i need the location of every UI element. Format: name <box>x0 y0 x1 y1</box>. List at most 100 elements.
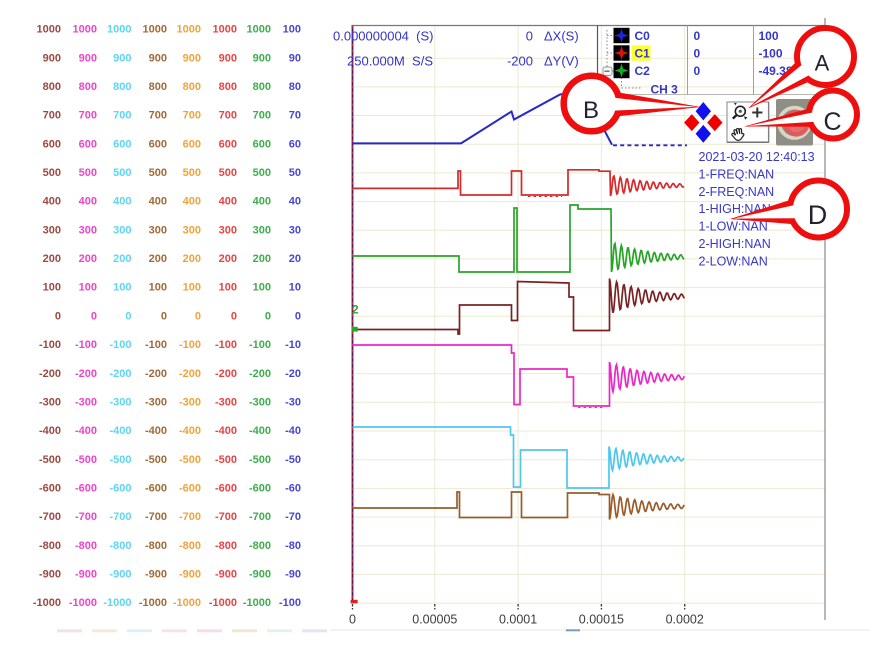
svg-text:1000: 1000 <box>247 24 271 36</box>
svg-text:700: 700 <box>219 110 237 122</box>
svg-text:-500: -500 <box>179 454 201 466</box>
svg-text:800: 800 <box>43 81 61 93</box>
svg-text:1-FREQ:NAN: 1-FREQ:NAN <box>699 167 775 181</box>
svg-text:-1000: -1000 <box>139 597 167 609</box>
svg-text:-600: -600 <box>215 483 237 495</box>
svg-text:60: 60 <box>289 138 301 150</box>
svg-text:20: 20 <box>289 253 301 265</box>
svg-text:900: 900 <box>79 52 97 64</box>
svg-text:400: 400 <box>219 196 237 208</box>
svg-text:1000: 1000 <box>177 24 201 36</box>
svg-text:-100: -100 <box>179 339 201 351</box>
svg-text:1000: 1000 <box>73 24 97 36</box>
svg-text:ΔX(S): ΔX(S) <box>544 29 579 44</box>
svg-text:-800: -800 <box>215 540 237 552</box>
svg-text:200: 200 <box>79 253 97 265</box>
svg-text:-100: -100 <box>75 339 97 351</box>
svg-text:800: 800 <box>219 81 237 93</box>
svg-text:600: 600 <box>113 138 131 150</box>
svg-text:-700: -700 <box>215 511 237 523</box>
svg-text:500: 500 <box>253 167 271 179</box>
svg-text:500: 500 <box>219 167 237 179</box>
svg-text:-500: -500 <box>249 454 271 466</box>
svg-text:700: 700 <box>113 110 131 122</box>
svg-text:-200: -200 <box>179 368 201 380</box>
svg-text:300: 300 <box>149 224 167 236</box>
svg-text:C1: C1 <box>635 46 651 60</box>
svg-text:-900: -900 <box>145 569 167 581</box>
svg-text:-900: -900 <box>179 569 201 581</box>
svg-text:200: 200 <box>43 253 61 265</box>
svg-text:500: 500 <box>113 167 131 179</box>
svg-text:-100: -100 <box>279 597 301 609</box>
svg-text:0.00015: 0.00015 <box>579 613 624 627</box>
svg-text:600: 600 <box>149 138 167 150</box>
svg-text:400: 400 <box>43 196 61 208</box>
svg-text:-900: -900 <box>39 569 61 581</box>
svg-text:-100: -100 <box>39 339 61 351</box>
svg-text:-200: -200 <box>507 54 533 69</box>
svg-text:300: 300 <box>79 224 97 236</box>
svg-text:30: 30 <box>289 224 301 236</box>
svg-text:100: 100 <box>759 29 779 43</box>
svg-text:-1000: -1000 <box>33 597 61 609</box>
svg-text:-800: -800 <box>179 540 201 552</box>
svg-text:-40: -40 <box>285 425 301 437</box>
svg-text:-400: -400 <box>109 425 131 437</box>
svg-text:800: 800 <box>253 81 271 93</box>
svg-text:0.0002: 0.0002 <box>666 613 704 627</box>
svg-text:700: 700 <box>253 110 271 122</box>
svg-text:300: 300 <box>219 224 237 236</box>
svg-text:-90: -90 <box>285 569 301 581</box>
svg-text:-200: -200 <box>109 368 131 380</box>
svg-text:-500: -500 <box>109 454 131 466</box>
svg-text:400: 400 <box>79 196 97 208</box>
svg-text:600: 600 <box>219 138 237 150</box>
svg-text:0: 0 <box>195 310 201 322</box>
svg-text:-700: -700 <box>75 511 97 523</box>
svg-text:-50: -50 <box>285 454 301 466</box>
svg-text:200: 200 <box>183 253 201 265</box>
svg-text:-400: -400 <box>75 425 97 437</box>
svg-text:2-FREQ:NAN: 2-FREQ:NAN <box>699 185 775 199</box>
svg-text:80: 80 <box>289 81 301 93</box>
svg-text:C: C <box>823 108 841 136</box>
svg-text:-200: -200 <box>249 368 271 380</box>
svg-text:-800: -800 <box>145 540 167 552</box>
svg-text:100: 100 <box>283 24 301 36</box>
svg-text:-900: -900 <box>215 569 237 581</box>
svg-text:-60: -60 <box>285 483 301 495</box>
svg-text:-800: -800 <box>249 540 271 552</box>
svg-text:500: 500 <box>43 167 61 179</box>
svg-text:-600: -600 <box>179 483 201 495</box>
svg-text:0: 0 <box>694 64 701 78</box>
svg-text:-300: -300 <box>179 396 201 408</box>
svg-text:-100: -100 <box>145 339 167 351</box>
svg-text:-800: -800 <box>75 540 97 552</box>
svg-text:300: 300 <box>253 224 271 236</box>
svg-text:700: 700 <box>43 110 61 122</box>
svg-text:100: 100 <box>43 282 61 294</box>
svg-text:-300: -300 <box>109 396 131 408</box>
svg-text:-600: -600 <box>109 483 131 495</box>
svg-text:-500: -500 <box>39 454 61 466</box>
svg-text:0: 0 <box>161 310 167 322</box>
svg-text:-700: -700 <box>179 511 201 523</box>
svg-text:-1000: -1000 <box>209 597 237 609</box>
svg-text:900: 900 <box>43 52 61 64</box>
svg-text:-900: -900 <box>249 569 271 581</box>
svg-text:600: 600 <box>253 138 271 150</box>
svg-text:300: 300 <box>43 224 61 236</box>
svg-text:-800: -800 <box>39 540 61 552</box>
svg-text:100: 100 <box>149 282 167 294</box>
svg-text:-30: -30 <box>285 396 301 408</box>
svg-text:0: 0 <box>526 29 533 44</box>
svg-text:2-HIGH:NAN: 2-HIGH:NAN <box>699 237 771 251</box>
svg-text:-100: -100 <box>109 339 131 351</box>
svg-text:100: 100 <box>113 282 131 294</box>
svg-text:400: 400 <box>149 196 167 208</box>
svg-text:200: 200 <box>149 253 167 265</box>
svg-text:-200: -200 <box>75 368 97 380</box>
svg-text:-1000: -1000 <box>103 597 131 609</box>
svg-text:-300: -300 <box>145 396 167 408</box>
